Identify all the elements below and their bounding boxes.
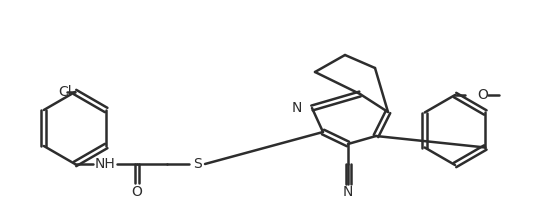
Text: N: N [292, 101, 302, 115]
Text: N: N [343, 185, 353, 199]
Text: O: O [478, 88, 488, 102]
Text: O: O [131, 185, 143, 199]
Text: Cl: Cl [58, 85, 72, 99]
Text: NH: NH [95, 157, 115, 171]
Text: S: S [192, 157, 202, 171]
